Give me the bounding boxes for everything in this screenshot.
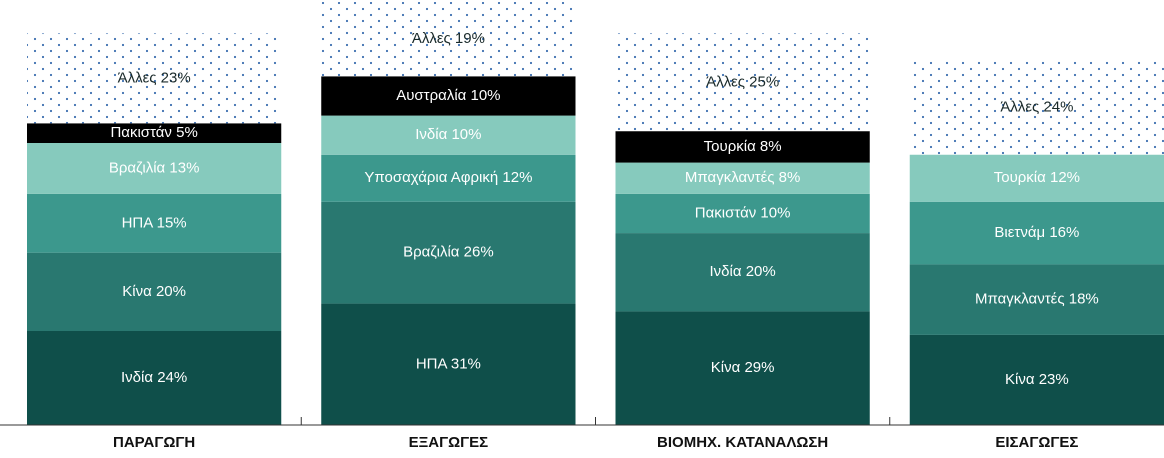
bar-segment	[321, 201, 576, 304]
bar-segment	[615, 131, 870, 163]
bar-segment	[27, 252, 282, 331]
category-label: ΒΙΟΜΗΧ. ΚΑΤΑΝΑΛΩΣΗ	[657, 434, 828, 451]
bar-segment	[909, 264, 1164, 335]
segment-label: Βραζιλία 26%	[403, 244, 494, 261]
segment-label: Αυστραλία 10%	[396, 87, 500, 104]
segment-label: Βραζιλία 13%	[109, 159, 200, 176]
segment-label: Υποσαχάρια Αφρική 12%	[364, 169, 532, 186]
bar-segment	[27, 143, 282, 194]
segment-label: Πακιστάν 5%	[110, 124, 197, 141]
others-label: Άλλες 23%	[118, 69, 191, 86]
bar-segment	[615, 233, 870, 312]
segment-label: Κίνα 29%	[711, 359, 775, 376]
bar-segment	[27, 123, 282, 143]
segment-label: Πακιστάν 10%	[695, 204, 791, 221]
bar-segment	[909, 154, 1164, 202]
segment-label: Ινδία 20%	[710, 263, 776, 280]
bar-segment	[321, 303, 576, 425]
others-label: Άλλες 19%	[412, 30, 485, 47]
bar-segment	[615, 162, 870, 194]
category-label: ΠΑΡΑΓΩΓΗ	[113, 434, 195, 451]
others-label: Άλλες 25%	[706, 73, 779, 90]
segment-label: Μπαγκλαντές 8%	[685, 169, 800, 186]
bar-segment	[321, 115, 576, 155]
segment-label: Βιετνάμ 16%	[994, 224, 1079, 241]
segment-label: Κίνα 23%	[1005, 371, 1069, 388]
others-label: Άλλες 24%	[1000, 99, 1073, 116]
bar-segment	[321, 154, 576, 202]
others-area	[909, 60, 1164, 155]
bar-segment	[27, 331, 282, 425]
others-area	[27, 33, 282, 124]
others-area	[615, 33, 870, 132]
segment-label: ΗΠΑ 31%	[416, 355, 481, 372]
segment-label: Τουρκία 8%	[704, 138, 782, 155]
segment-label: Ινδία 10%	[415, 126, 481, 143]
others-area	[321, 2, 576, 77]
bar-segment	[615, 311, 870, 425]
bar-segment	[27, 193, 282, 253]
category-label: ΕΞΑΓΩΓΕΣ	[409, 434, 489, 451]
bar-segment	[909, 334, 1164, 425]
bar-segment	[321, 76, 576, 116]
bar-segment	[909, 201, 1164, 265]
segment-label: Μπαγκλαντές 18%	[975, 291, 1099, 308]
segment-label: ΗΠΑ 15%	[122, 214, 187, 231]
bar-segment	[615, 193, 870, 234]
segment-label: Τουρκία 12%	[994, 169, 1080, 186]
segment-label: Κίνα 20%	[122, 283, 186, 300]
category-label: ΕΙΣΑΓΩΓΕΣ	[995, 434, 1078, 451]
segment-label: Ινδία 24%	[121, 369, 187, 386]
